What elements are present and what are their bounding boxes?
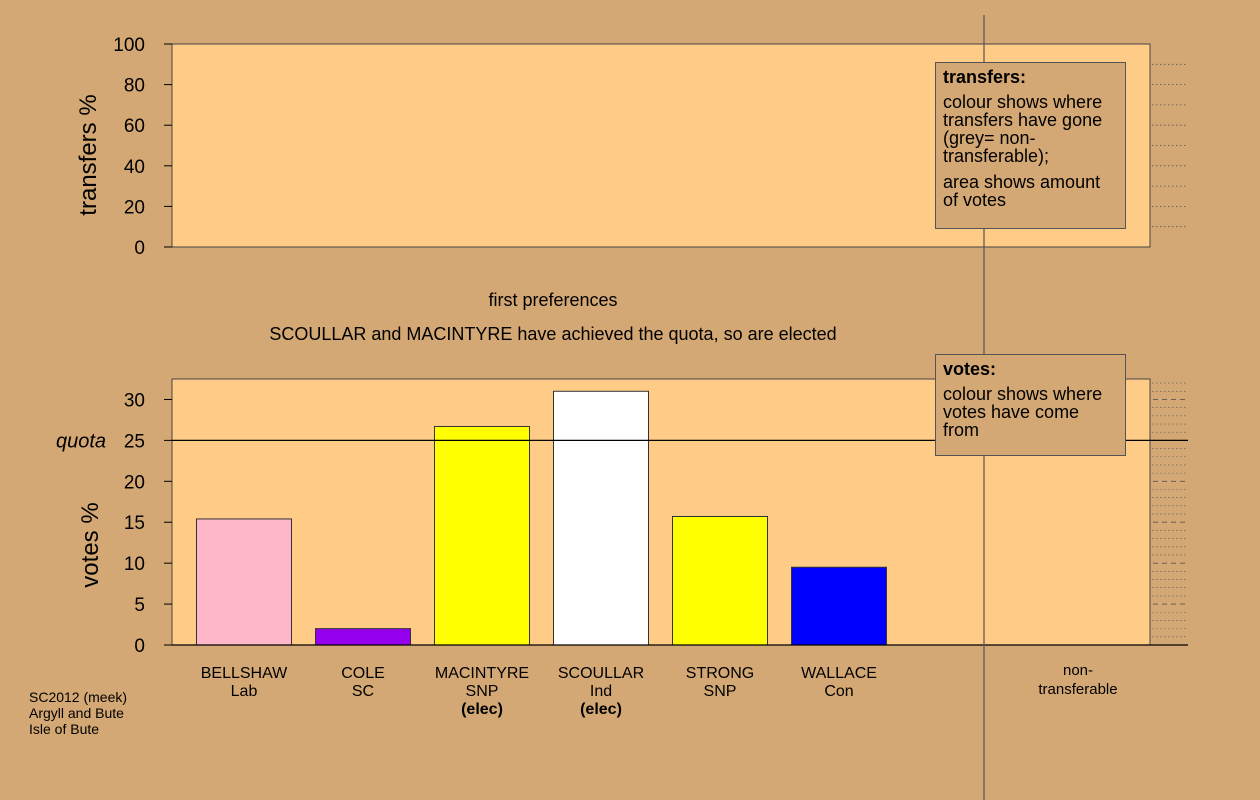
x-label-party: SNP	[704, 683, 737, 700]
caption-line-ward: Isle of Bute	[29, 721, 100, 737]
votes-y-tick-label: 5	[134, 595, 145, 616]
x-label-party: Lab	[231, 683, 258, 700]
transfers-y-tick-label: 20	[124, 197, 145, 218]
transfers-y-axis-label: transfers %	[75, 94, 102, 215]
x-label-name: BELLSHAW	[201, 665, 288, 682]
bar-scoullar	[553, 390, 649, 646]
nontransferable-label-line1: non-	[1063, 662, 1093, 679]
transfers-y-tick-label: 0	[134, 238, 145, 259]
votes-y-axis-label: votes %	[77, 502, 104, 587]
x-label-elected: (elec)	[461, 701, 503, 718]
bar-macintyre	[434, 425, 530, 646]
quota-label: quota	[56, 430, 106, 452]
nontransferable-label-line2: transferable	[1038, 681, 1117, 698]
x-label-name: MACINTYRE	[435, 665, 529, 682]
transfers-y-tick-label: 60	[124, 116, 145, 137]
nontransferable-label: non-transferable	[1038, 662, 1117, 698]
x-label-elected: (elec)	[580, 701, 622, 718]
votes-y-tick-label: 25	[124, 431, 145, 452]
transfers-legend-text-area: area shows amount of votes	[943, 172, 1101, 210]
x-label-name: WALLACE	[801, 665, 877, 682]
bar-bellshaw	[196, 518, 292, 646]
x-label-name: COLE	[341, 665, 385, 682]
source-caption: SC2012 (meek) Argyll and Bute Isle of Bu…	[29, 689, 127, 737]
transfers-legend: transfers: colour shows where transfers …	[935, 62, 1126, 229]
transfers-y-tick-label: 100	[113, 35, 145, 56]
votes-y-tick-label: 10	[124, 554, 145, 575]
chart-subtitle: SCOULLAR and MACINTYRE have achieved the…	[269, 324, 836, 344]
bar-cole	[315, 628, 411, 646]
transfers-y-axis: 0 20 40 60 80 100	[113, 35, 172, 259]
x-label-name: STRONG	[686, 665, 754, 682]
votes-legend-title: votes:	[943, 359, 997, 379]
transfers-legend-text-colour: colour shows where transfers have gone (…	[943, 92, 1103, 166]
caption-line-council: Argyll and Bute	[29, 705, 124, 721]
transfers-legend-title: transfers:	[943, 67, 1027, 87]
chart-title: first preferences	[488, 290, 617, 310]
votes-bars	[196, 390, 887, 646]
bar-wallace	[791, 566, 887, 646]
votes-x-axis-labels: BELLSHAWLabCOLESCMACINTYRESNP(elec)SCOUL…	[201, 665, 877, 718]
bar-strong	[672, 516, 768, 646]
votes-y-axis: 0 5 10 15 20 25 30	[124, 390, 172, 657]
x-label-party: Ind	[590, 683, 612, 700]
votes-y-tick-label: 15	[124, 513, 145, 534]
x-label-party: SNP	[466, 683, 499, 700]
transfers-y-tick-label: 80	[124, 76, 145, 97]
votes-y-tick-label: 0	[134, 636, 145, 657]
votes-legend-text: colour shows where votes have come from	[943, 384, 1103, 440]
transfers-y-tick-label: 40	[124, 157, 145, 178]
votes-y-tick-label: 20	[124, 472, 145, 493]
x-label-party: SC	[352, 683, 374, 700]
votes-legend: votes: colour shows where votes have com…	[935, 354, 1126, 456]
x-label-party: Con	[824, 683, 853, 700]
x-label-name: SCOULLAR	[558, 665, 644, 682]
votes-y-tick-label: 30	[124, 390, 145, 411]
caption-line-method: SC2012 (meek)	[29, 689, 128, 705]
